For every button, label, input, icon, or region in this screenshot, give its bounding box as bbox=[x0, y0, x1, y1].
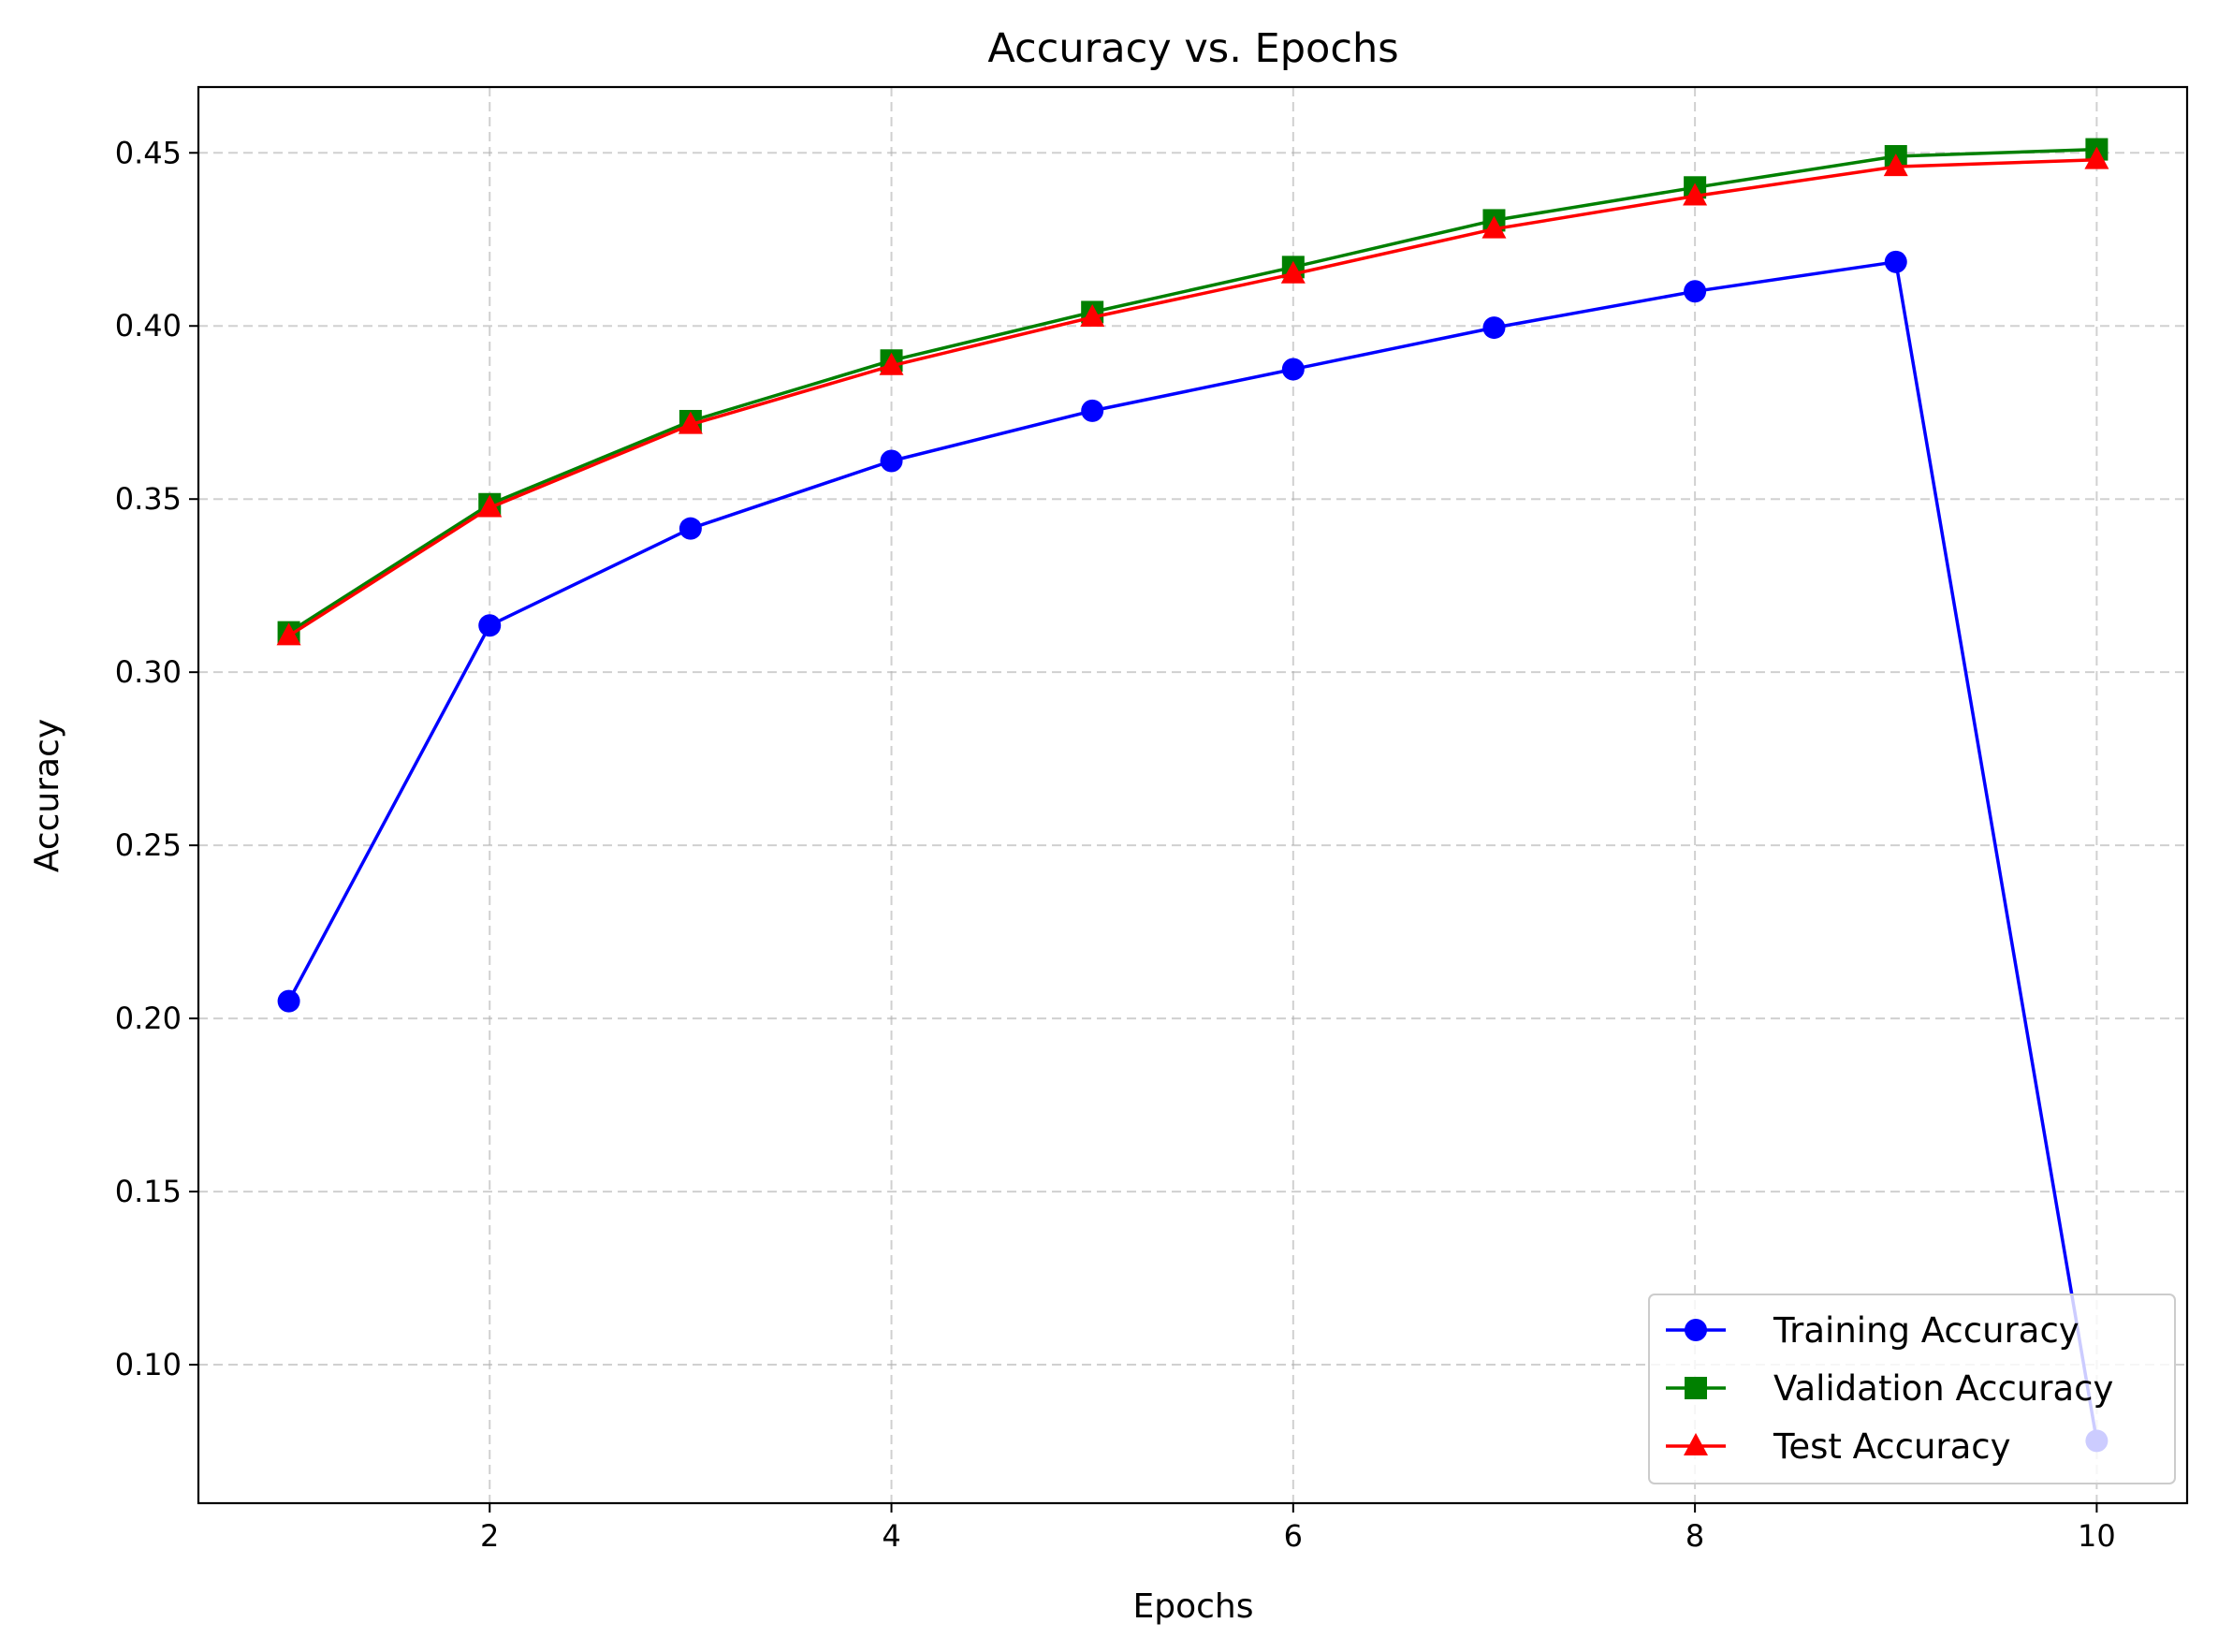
data-point bbox=[1081, 399, 1104, 422]
legend-marker bbox=[1685, 1319, 1707, 1341]
data-point bbox=[1883, 154, 1908, 177]
data-point bbox=[477, 494, 503, 518]
x-tick-label: 4 bbox=[882, 1518, 900, 1554]
legend-marker bbox=[1685, 1377, 1707, 1399]
y-tick-label: 0.35 bbox=[115, 481, 182, 517]
y-axis-ticks: 0.10 0.15 0.20 0.25 0.30 0.35 0.40 0.45 bbox=[115, 135, 198, 1382]
legend-box bbox=[1648, 1294, 2176, 1484]
data-point bbox=[678, 411, 703, 434]
series-1 bbox=[277, 250, 2109, 1453]
data-point bbox=[277, 989, 300, 1013]
plot-background bbox=[198, 87, 2187, 1503]
series-line bbox=[287, 147, 2097, 635]
series-line bbox=[287, 157, 2097, 637]
y-tick-label: 0.40 bbox=[115, 308, 182, 344]
data-point bbox=[1281, 358, 1305, 381]
data-point bbox=[879, 352, 904, 375]
x-axis-ticks: 2 4 6 8 10 bbox=[480, 1503, 2116, 1554]
chart-title: Accuracy vs. Epochs bbox=[987, 25, 1398, 72]
data-point bbox=[1684, 280, 1707, 303]
x-tick-label: 2 bbox=[480, 1518, 499, 1554]
y-tick-label: 0.20 bbox=[115, 1001, 182, 1036]
data-point bbox=[2084, 146, 2109, 169]
x-tick-label: 6 bbox=[1284, 1518, 1303, 1554]
series-layer bbox=[276, 138, 2109, 1453]
data-point bbox=[478, 614, 502, 637]
y-tick-label: 0.10 bbox=[115, 1347, 182, 1382]
grid-lines bbox=[198, 87, 2187, 1503]
data-point bbox=[880, 449, 903, 473]
x-axis-label: Epochs bbox=[1133, 1587, 1254, 1626]
data-point bbox=[1280, 260, 1306, 284]
y-tick-label: 0.30 bbox=[115, 654, 182, 690]
data-point bbox=[1482, 316, 1506, 340]
data-point bbox=[1683, 183, 1708, 206]
series-3 bbox=[276, 146, 2109, 646]
data-point bbox=[1884, 250, 1907, 273]
legend-label: Training Accuracy bbox=[1773, 1310, 2079, 1351]
y-axis-label: Accuracy bbox=[28, 719, 66, 872]
plot-area bbox=[197, 85, 2189, 1505]
legend-label: Validation Accuracy bbox=[1773, 1368, 2113, 1409]
x-tick-label: 8 bbox=[1685, 1518, 1704, 1554]
data-point bbox=[1481, 215, 1507, 239]
data-point bbox=[679, 517, 702, 540]
data-point bbox=[276, 622, 301, 646]
plot-frame bbox=[197, 85, 2189, 1505]
y-tick-label: 0.15 bbox=[115, 1174, 182, 1209]
x-tick-label: 10 bbox=[2078, 1518, 2116, 1554]
data-point bbox=[1080, 304, 1105, 328]
legend-marker bbox=[1684, 1433, 1708, 1455]
y-tick-label: 0.45 bbox=[115, 135, 182, 170]
legend-label: Test Accuracy bbox=[1773, 1426, 2011, 1467]
y-tick-label: 0.25 bbox=[115, 827, 182, 863]
series-line bbox=[287, 260, 2099, 1441]
legend: Training Accuracy Validation Accuracy Test… bbox=[1648, 1294, 2176, 1484]
